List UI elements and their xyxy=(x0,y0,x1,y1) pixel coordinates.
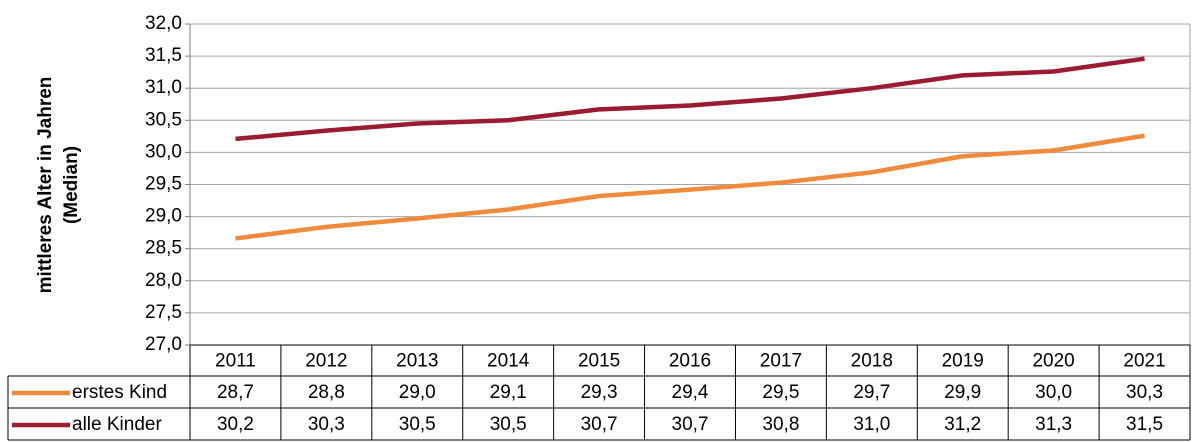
y-tick-label: 31,0 xyxy=(145,77,182,98)
legend-label: alle Kinder xyxy=(72,414,162,435)
y-axis-label: mittleres Alter in Jahren xyxy=(35,77,56,294)
data-line xyxy=(235,56,1145,142)
y-tick-label: 27,0 xyxy=(145,334,182,355)
legend-label: erstes Kind xyxy=(72,382,167,403)
table-value: 29,3 xyxy=(581,382,618,403)
table-value: 31,0 xyxy=(853,414,890,435)
x-tick-label: 2011 xyxy=(215,351,256,372)
table-value: 30,7 xyxy=(581,414,618,435)
table-value: 30,7 xyxy=(672,414,709,435)
x-tick-label: 2015 xyxy=(578,351,620,372)
table-value: 30,3 xyxy=(1126,382,1163,403)
x-tick-label: 2012 xyxy=(305,351,347,372)
table-value: 30,5 xyxy=(399,414,436,435)
y-tick-label: 28,0 xyxy=(145,270,182,291)
table-value: 29,9 xyxy=(944,382,981,403)
table-value: 30,5 xyxy=(490,414,527,435)
table-value: 30,2 xyxy=(217,414,254,435)
y-tick-label: 30,5 xyxy=(145,109,182,130)
table-value: 28,8 xyxy=(308,382,345,403)
data-line xyxy=(235,133,1145,241)
x-tick-label: 2019 xyxy=(942,351,984,372)
x-tick-label: 2016 xyxy=(669,351,711,372)
table-value: 29,1 xyxy=(490,382,527,403)
table-value: 30,8 xyxy=(762,414,799,435)
x-tick-label: 2017 xyxy=(760,351,802,372)
table-value: 29,4 xyxy=(672,382,709,403)
y-tick-label: 29,5 xyxy=(145,174,182,195)
table-value: 30,0 xyxy=(1035,382,1072,403)
y-tick-label: 30,0 xyxy=(145,141,182,162)
y-tick-label: 28,5 xyxy=(145,238,182,259)
x-tick-label: 2021 xyxy=(1123,351,1165,372)
y-tick-label: 31,5 xyxy=(145,45,182,66)
table-value: 29,7 xyxy=(853,382,890,403)
y-tick-label: 32,0 xyxy=(145,13,182,34)
table-value: 31,3 xyxy=(1035,414,1072,435)
y-axis-label: (Median) xyxy=(61,146,82,224)
x-tick-label: 2020 xyxy=(1032,351,1074,372)
x-tick-label: 2018 xyxy=(851,351,893,372)
y-tick-label: 29,0 xyxy=(145,206,182,227)
table-value: 28,7 xyxy=(217,382,254,403)
x-tick-label: 2013 xyxy=(396,351,438,372)
y-tick-label: 27,5 xyxy=(145,302,182,323)
table-value: 30,3 xyxy=(308,414,345,435)
table-value: 29,5 xyxy=(762,382,799,403)
table-value: 31,5 xyxy=(1126,414,1163,435)
x-tick-label: 2014 xyxy=(487,351,530,372)
table-value: 29,0 xyxy=(399,382,436,403)
table-value: 31,2 xyxy=(944,414,981,435)
